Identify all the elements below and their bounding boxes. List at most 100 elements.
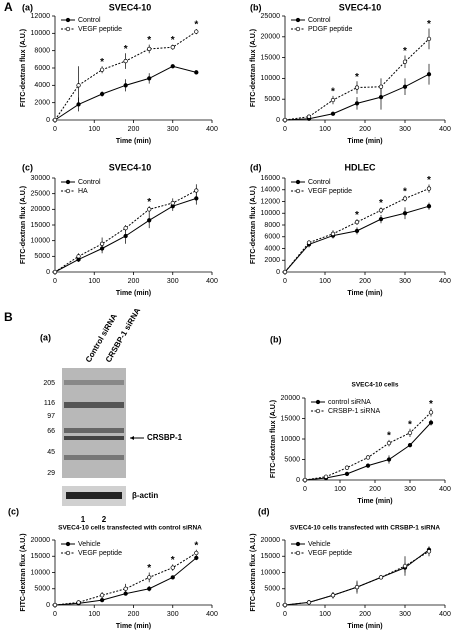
panel-label: (c) [8,506,19,516]
x-tick-label: 200 [128,278,140,285]
point [344,471,350,477]
significance-mark: * [429,399,433,410]
x-tick-label: 300 [167,611,179,618]
y-tick-label: 10000 [261,569,281,576]
point [194,196,199,201]
x-tick-label: 400 [206,126,218,133]
y-tick-label: 8000 [264,222,280,229]
x-tick-label: 200 [359,611,371,618]
x-tick-label: 300 [167,126,179,133]
y-tick-label: 2000 [34,100,50,107]
y-tick-label: 15000 [31,222,51,229]
y-axis-label: FITC-dextran flux (A.U.) [250,533,257,611]
point [330,593,336,598]
point [99,91,105,97]
y-axis-label: FITC-dextran flux (A.U.) [20,533,27,611]
blot: (a) Control siRNA CRSBP-1 siRNA 205 116 … [40,306,183,524]
point [426,72,432,77]
mw-marker: 205 [43,380,55,387]
legend-marker [315,399,321,405]
point [170,200,175,206]
point [378,216,384,222]
band [64,428,124,433]
chart-title: SVEC4-10 cells [352,382,399,389]
legend-marker [295,179,301,185]
significance-mark: * [171,35,175,46]
legend-label: Vehicle [78,541,101,548]
point [354,228,360,234]
point [123,233,128,239]
significance-mark: * [147,35,151,46]
significance-mark: * [147,197,151,208]
panel-label: (d) [258,506,270,516]
x-tick-label: 300 [399,278,411,285]
panel-label: (a) [40,332,51,342]
y-tick-label: 15000 [261,54,281,61]
y-axis-label: FITC-dextran flux (A.U.) [250,186,257,264]
point [76,83,81,88]
point [402,59,408,64]
point [194,188,199,193]
lane-number: 1 [81,515,86,524]
y-tick-label: 6000 [264,234,280,241]
y-tick-label: 15000 [281,415,301,422]
y-tick-label: 16000 [261,175,281,182]
series-line [284,549,430,606]
significance-mark: * [194,20,198,31]
band [64,436,124,440]
point [426,204,432,209]
legend-marker [315,408,321,414]
y-tick-label: 30000 [31,175,51,182]
series-line [304,411,432,481]
point [378,84,384,89]
mw-marker: 29 [47,470,55,477]
panel-label: (c) [22,162,33,172]
point [147,207,152,212]
chart-title: HDLEC [345,162,376,172]
y-tick-label: 0 [276,117,280,124]
panel-label: (d) [250,162,262,172]
legend-label: VEGF peptide [308,188,352,195]
significance-mark: * [124,44,128,55]
significance-mark: * [147,563,151,574]
x-axis-label: Time (min) [116,290,151,297]
y-tick-label: 2000 [264,257,280,264]
x-tick-label: 200 [369,486,381,493]
series-line [54,557,197,606]
y-tick-label: 15000 [31,553,51,560]
y-tick-label: 4000 [34,82,50,89]
y-tick-label: 12000 [261,198,281,205]
x-tick-label: 200 [359,278,371,285]
legend-marker [295,17,301,23]
x-tick-label: 0 [283,278,287,285]
y-tick-label: 20000 [31,537,51,544]
point [378,575,384,580]
legend-label: CRSBP-1 siRNA [328,408,380,415]
x-tick-label: 200 [128,611,140,618]
point [123,58,128,64]
mw-marker: 97 [47,413,55,420]
x-tick-label: 0 [53,126,57,133]
point [147,586,152,591]
x-tick-label: 0 [303,486,307,493]
legend-label: Control [78,179,101,186]
legend-marker [65,550,71,556]
point [99,597,105,603]
x-tick-label: 300 [404,486,416,493]
x-tick-label: 400 [439,611,451,618]
x-axis-label: Time (min) [347,290,382,297]
x-tick-label: 300 [399,611,411,618]
point [282,602,288,608]
y-tick-label: 0 [46,117,50,124]
panel-label: (b) [250,2,262,12]
point [170,575,175,580]
chart-title: SVEC4-10 [109,162,152,172]
mw-marker: 116 [44,400,55,407]
legend-marker [295,541,301,547]
y-tick-label: 10000 [31,569,51,576]
x-tick-label: 100 [88,278,100,285]
legend-marker [295,26,301,32]
significance-mark: * [194,540,198,551]
series-line [304,422,432,481]
